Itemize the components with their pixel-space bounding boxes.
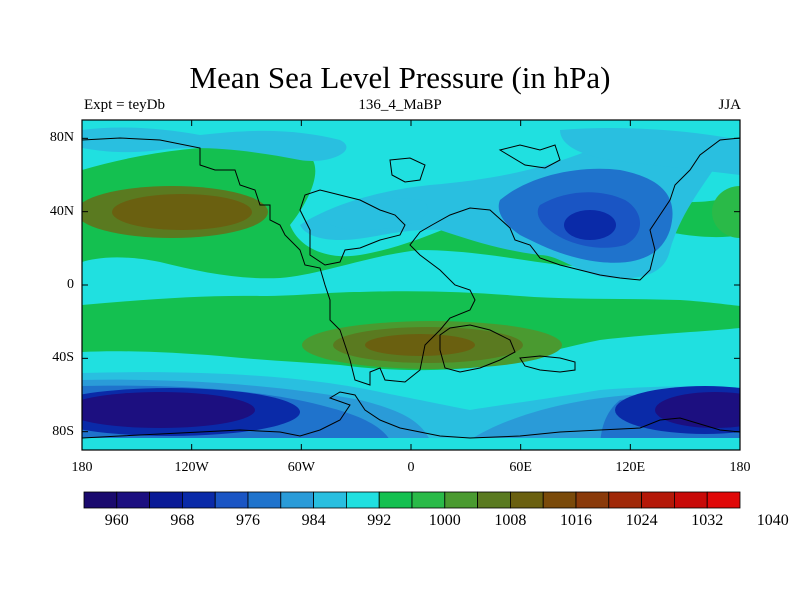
coastlines (82, 137, 740, 439)
field-992-arctic (82, 127, 347, 161)
colorbar-swatch (116, 491, 151, 509)
colorbar-swatch (542, 491, 577, 509)
colorbar-label: 968 (170, 512, 195, 529)
lon-tick-label: 180 (71, 460, 93, 475)
lat-tick-label: 40N (49, 203, 74, 219)
lon-tick-label: 120W (174, 460, 209, 475)
colorbar-label: 1016 (560, 512, 592, 529)
field-964-pacific-low (82, 392, 255, 428)
lon-tick-label: 60W (287, 460, 315, 475)
colorbar-swatch (280, 491, 314, 509)
colorbar-label: 1032 (691, 512, 724, 529)
colorbar-label: 1008 (494, 512, 527, 529)
colorbar-swatch (477, 491, 511, 509)
colorbar-swatch (608, 491, 642, 509)
colorbar-label: 960 (104, 512, 129, 529)
colorbar-label: 992 (367, 512, 392, 529)
colorbar-swatch (575, 491, 610, 509)
colorbar-swatch (509, 491, 544, 509)
pressure-field (82, 120, 740, 450)
lat-tick-label: 80S (52, 423, 74, 439)
lon-tick-label: 0 (407, 460, 415, 475)
colorbar-swatch (411, 491, 446, 509)
coastline-africa (439, 324, 516, 373)
colorbar-swatch (444, 491, 478, 509)
colorbar-swatch (247, 491, 282, 509)
lon-tick-label: 180 (729, 460, 751, 475)
coastline-antarctica (82, 391, 740, 439)
colorbar-swatch (378, 491, 413, 509)
colorbar (83, 491, 741, 509)
coastline-greenland (389, 157, 426, 183)
colorbar-swatch (149, 491, 183, 509)
colorbar-label: 1040 (756, 512, 789, 529)
colorbar-label: 1000 (428, 512, 461, 529)
field-992-europe (320, 198, 429, 231)
lat-tick-label: 0 (67, 277, 74, 292)
colorbar-swatch (674, 491, 708, 509)
coastline-south-america (299, 189, 406, 266)
season-label: JJA (718, 97, 741, 113)
colorbar-swatch (214, 491, 249, 509)
colorbar-label: 976 (236, 512, 260, 529)
lon-tick-label: 60E (509, 460, 532, 475)
colorbar-swatch (83, 491, 118, 509)
lat-tick-label: 80N (49, 130, 74, 146)
lat-tick-label: 40S (52, 350, 74, 366)
lon-tick-marks (81, 120, 741, 450)
colorbar-label: 984 (301, 512, 326, 529)
coastline-australia (519, 355, 576, 373)
lat-tick-marks (82, 137, 740, 433)
colorbar-swatch (641, 491, 675, 509)
period-label: 136_4_MaBP (358, 97, 442, 113)
coastline-asia-islands (498, 144, 561, 169)
experiment-label: Expt = teyDb (84, 97, 165, 113)
colorbar-swatch (706, 491, 741, 509)
field-980-asia (564, 210, 616, 240)
chart-title: Mean Sea Level Pressure (in hPa) (189, 60, 611, 95)
colorbar-swatch (313, 491, 347, 509)
field-1024-south-atlantic (365, 334, 475, 356)
field-964-indian-low (655, 392, 740, 428)
lon-tick-label: 120E (615, 460, 646, 475)
field-1020-north-pacific (112, 194, 252, 230)
coastline-north-america (82, 137, 740, 386)
field-1008-northeast (712, 186, 740, 238)
colorbar-label: 1024 (625, 512, 658, 529)
colorbar-swatch (345, 491, 380, 509)
colorbar-swatch (181, 491, 216, 509)
